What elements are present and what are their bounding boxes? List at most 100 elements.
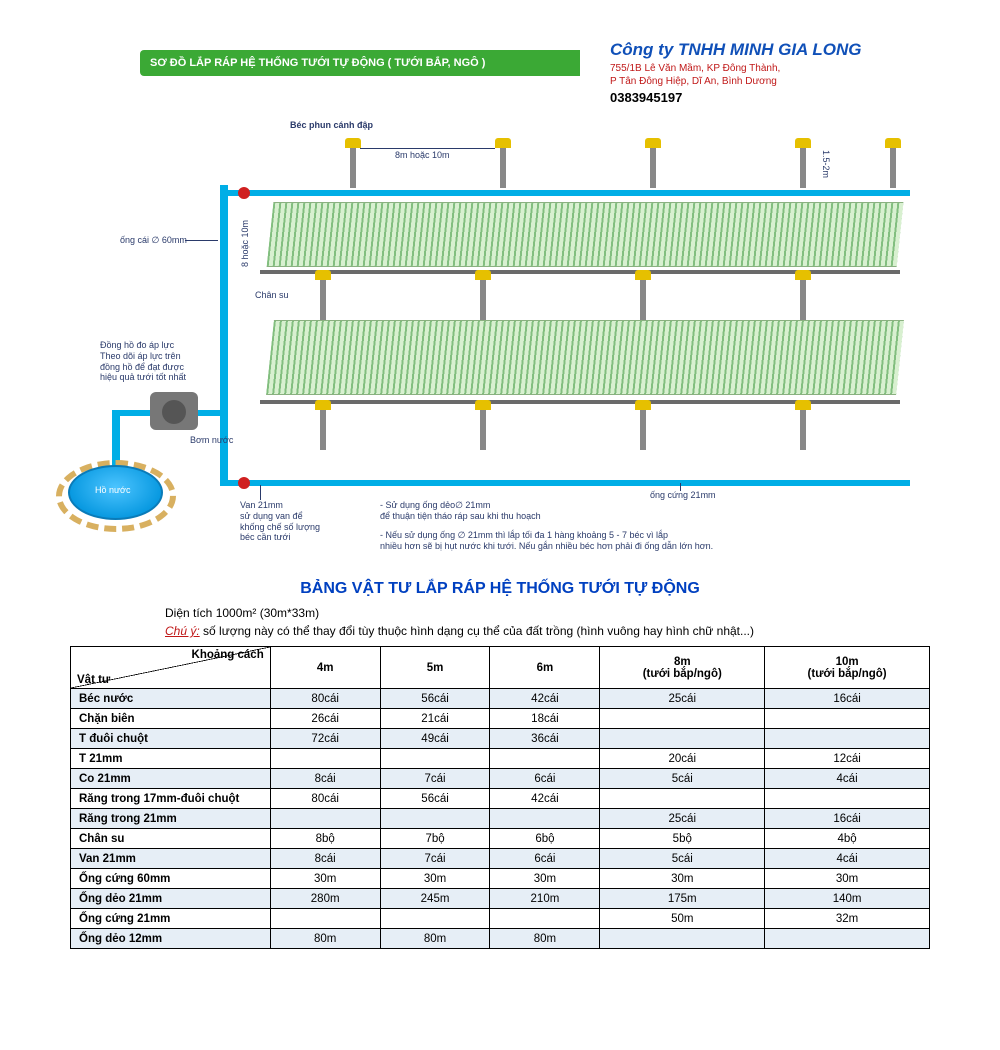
row-label: Ống dẻo 12mm — [71, 929, 271, 949]
table-cell: 20cái — [600, 749, 765, 769]
row-label: Van 21mm — [71, 849, 271, 869]
sprinkler-label: Béc phun cánh đập — [290, 120, 373, 131]
table-row: Ống dẻo 21mm280m245m210m175m140m — [71, 889, 930, 909]
table-cell: 80m — [270, 929, 380, 949]
table-cell: 8cái — [270, 849, 380, 869]
crop-field-2 — [266, 320, 904, 395]
table-row: T đuôi chuột72cái49cái36cái — [71, 729, 930, 749]
col-header: 8m (tưới bắp/ngô) — [600, 647, 765, 689]
table-cell: 32m — [765, 909, 930, 929]
row-label: Ống dẻo 21mm — [71, 889, 271, 909]
arrow — [680, 483, 681, 491]
table-cell — [600, 729, 765, 749]
pump-icon — [150, 392, 198, 430]
branch-pipe-1 — [220, 190, 910, 196]
table-cell: 50m — [600, 909, 765, 929]
company-name: Công ty TNHH MINH GIA LONG — [610, 40, 940, 60]
sprinkler-icon — [480, 410, 486, 450]
table-cell: 72cái — [270, 729, 380, 749]
table-cell: 4cái — [765, 769, 930, 789]
dim-line — [360, 148, 495, 149]
sprinkler-icon — [320, 410, 326, 450]
table-corner: Khoảng cách Vật tư — [71, 647, 271, 689]
table-cell: 12cái — [765, 749, 930, 769]
table-cell: 21cái — [380, 709, 490, 729]
note: Chú ý: số lượng này có thể thay đổi tùy … — [165, 624, 835, 638]
table-cell — [600, 709, 765, 729]
table-cell — [270, 809, 380, 829]
table-cell: 7bộ — [380, 829, 490, 849]
table-cell: 30m — [765, 869, 930, 889]
crop-field-1 — [267, 202, 904, 267]
table-cell — [765, 929, 930, 949]
sprinkler-icon — [800, 148, 806, 188]
table-row: Răng trong 17mm-đuôi chuột80cái56cái42cá… — [71, 789, 930, 809]
arrow — [260, 485, 261, 500]
table-cell: 4bộ — [765, 829, 930, 849]
table-cell: 80cái — [270, 689, 380, 709]
table-cell — [380, 909, 490, 929]
table-cell: 30m — [490, 869, 600, 889]
note-text: số lượng này có thể thay đổi tùy thuộc h… — [203, 624, 754, 638]
row-label: Béc nước — [71, 689, 271, 709]
table-cell: 30m — [270, 869, 380, 889]
valve-icon — [238, 187, 250, 199]
table-cell: 80cái — [270, 789, 380, 809]
table-cell: 5cái — [600, 849, 765, 869]
company-addr: 755/1B Lê Văn Mầm, KP Đông Thành, P Tân … — [610, 62, 940, 88]
table-row: Ống cứng 21mm50m32m — [71, 909, 930, 929]
materials-table: Khoảng cách Vật tư 4m 5m 6m 8m (tưới bắp… — [70, 646, 930, 949]
table-cell: 18cái — [490, 709, 600, 729]
table-cell: 42cái — [490, 689, 600, 709]
table-cell: 42cái — [490, 789, 600, 809]
table-cell: 56cái — [380, 789, 490, 809]
table-row: Ống dẻo 12mm80m80m80m — [71, 929, 930, 949]
table-cell — [490, 809, 600, 829]
chan-su-label: Chân su — [255, 290, 289, 301]
table-cell — [380, 809, 490, 829]
table-cell: 16cái — [765, 809, 930, 829]
v-spacing-label: 8 hoặc 10m — [240, 220, 251, 267]
row-label: T 21mm — [71, 749, 271, 769]
table-cell: 6cái — [490, 769, 600, 789]
sprinkler-icon — [640, 410, 646, 450]
table-cell: 30m — [600, 869, 765, 889]
row-label: Co 21mm — [71, 769, 271, 789]
sprinkler-icon — [500, 148, 506, 188]
col-header: 10m (tưới bắp/ngô) — [765, 647, 930, 689]
table-row: Chân su8bộ7bộ6bộ5bộ4bộ — [71, 829, 930, 849]
table-row: Van 21mm8cái7cái6cái5cái4cái — [71, 849, 930, 869]
table-cell: 8bộ — [270, 829, 380, 849]
table-cell: 5bộ — [600, 829, 765, 849]
table-cell — [380, 749, 490, 769]
table-cell: 30m — [380, 869, 490, 889]
table-cell — [600, 929, 765, 949]
sprinkler-icon — [800, 410, 806, 450]
table-cell: 25cái — [600, 809, 765, 829]
table-row: Ống cứng 60mm30m30m30m30m30m — [71, 869, 930, 889]
table-cell: 56cái — [380, 689, 490, 709]
valve-note: Van 21mm sử dụng van để khống chế số lượ… — [240, 500, 350, 543]
table-cell — [270, 909, 380, 929]
table-cell: 6cái — [490, 849, 600, 869]
col-header: 6m — [490, 647, 600, 689]
table-row: Co 21mm8cái7cái6cái5cái4cái — [71, 769, 930, 789]
header: SƠ ĐỒ LẮP RÁP HỆ THỐNG TƯỚI TỰ ĐỘNG ( TƯ… — [0, 50, 1000, 90]
table-cell: 210m — [490, 889, 600, 909]
arrow — [185, 240, 218, 241]
section-title: BẢNG VẬT TƯ LẮP RÁP HỆ THỐNG TƯỚI TỰ ĐỘN… — [0, 580, 1000, 598]
row-label: Ống cứng 60mm — [71, 869, 271, 889]
main-pipe-label: ống cái ∅ 60mm — [120, 235, 187, 246]
table-cell: 16cái — [765, 689, 930, 709]
sprinkler-icon — [640, 280, 646, 320]
table-cell: 280m — [270, 889, 380, 909]
row-label: Chặn biên — [71, 709, 271, 729]
reservoir-label: Hồ nước — [95, 485, 130, 496]
table-cell: 8cái — [270, 769, 380, 789]
gauge-label: Đồng hồ đo áp lực Theo dõi áp lực trên đ… — [100, 340, 210, 383]
table-cell — [490, 909, 600, 929]
table-row: Béc nước80cái56cái42cái25cái16cái — [71, 689, 930, 709]
col-header: 4m — [270, 647, 380, 689]
row-label: Chân su — [71, 829, 271, 849]
table-cell — [270, 749, 380, 769]
